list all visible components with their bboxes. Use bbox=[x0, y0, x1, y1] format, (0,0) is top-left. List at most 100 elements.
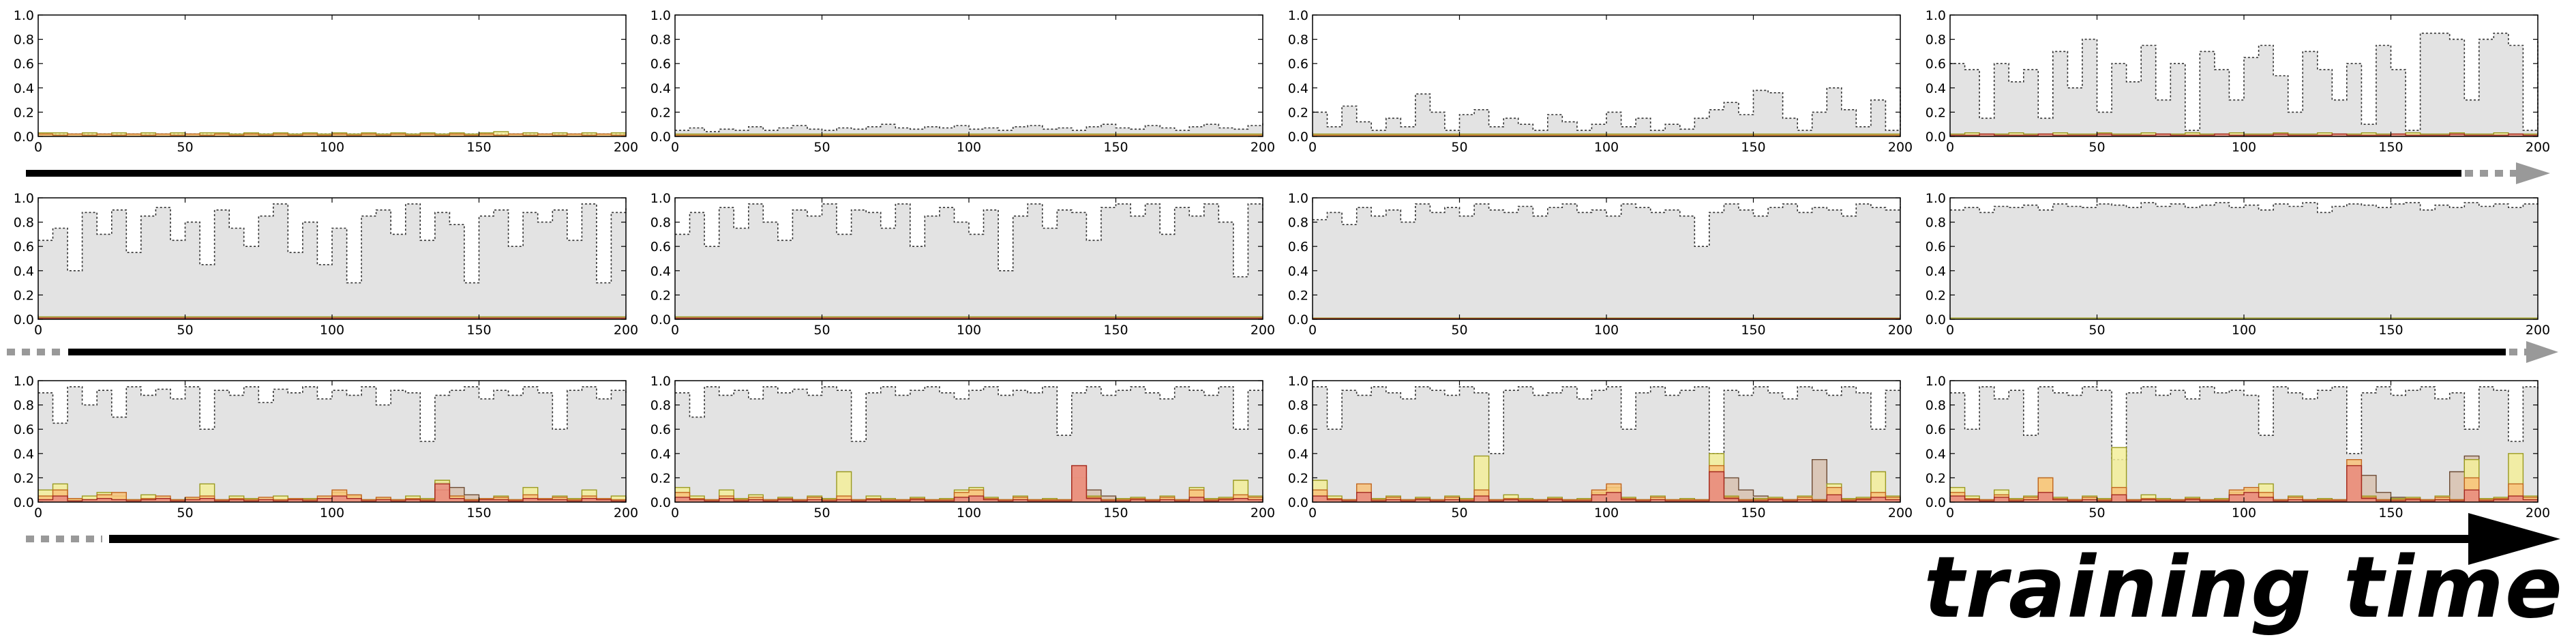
xtick-label: 100 bbox=[957, 506, 981, 521]
ytick-label: 0.8 bbox=[14, 216, 34, 231]
xtick-label: 0 bbox=[34, 140, 42, 155]
xtick-label: 200 bbox=[614, 140, 638, 155]
ytick-label: 0.2 bbox=[1288, 288, 1308, 303]
xtick-label: 150 bbox=[2378, 506, 2403, 521]
ytick-label: 0.6 bbox=[14, 422, 34, 437]
ytick-label: 1.0 bbox=[14, 374, 34, 389]
xtick-label: 100 bbox=[320, 323, 344, 338]
ytick-label: 0.2 bbox=[1926, 288, 1946, 303]
panel-2-3: 0.0 0.2 0.4 0.6 0.8 1.0 0 50 100 150 200 bbox=[1926, 374, 2550, 521]
xtick-label: 50 bbox=[177, 323, 193, 338]
panel-1-1: 0.0 0.2 0.4 0.6 0.8 1.0 0 50 100 150 200 bbox=[650, 191, 1275, 338]
ytick-label: 0.6 bbox=[14, 239, 34, 254]
series-orange-line bbox=[1313, 465, 1901, 501]
ytick-label: 0.8 bbox=[650, 33, 671, 48]
xtick-label: 0 bbox=[1308, 323, 1317, 338]
panel-1-0: 0.0 0.2 0.4 0.6 0.8 1.0 0 50 100 150 200 bbox=[14, 191, 638, 338]
ytick-label: 0.2 bbox=[650, 288, 671, 303]
ytick-label: 0.6 bbox=[650, 422, 671, 437]
ytick-label: 0.0 bbox=[1288, 130, 1308, 145]
ytick-label: 0.4 bbox=[14, 81, 34, 96]
panel-0-3: 0.0 0.2 0.4 0.6 0.8 1.0 0 50 100 150 200 bbox=[1926, 8, 2550, 155]
training-time-caption: training time bbox=[1923, 539, 2564, 637]
series-grey-line bbox=[38, 386, 627, 442]
arrow-row-1-head bbox=[2516, 162, 2550, 184]
xtick-label: 0 bbox=[34, 506, 42, 521]
training-time-arrows bbox=[7, 162, 2560, 565]
xtick-label: 200 bbox=[2526, 506, 2550, 521]
xtick-label: 0 bbox=[1946, 140, 1954, 155]
ytick-label: 0.6 bbox=[1288, 422, 1308, 437]
ytick-label: 0.8 bbox=[1288, 398, 1308, 413]
ytick-label: 0.4 bbox=[14, 264, 34, 279]
xtick-label: 50 bbox=[1451, 506, 1467, 521]
xtick-label: 100 bbox=[2232, 140, 2256, 155]
ytick-label: 0.0 bbox=[650, 495, 671, 510]
ytick-label: 0.4 bbox=[1288, 81, 1308, 96]
xtick-label: 0 bbox=[1308, 140, 1317, 155]
xtick-label: 50 bbox=[2088, 323, 2105, 338]
ytick-label: 0.6 bbox=[1926, 239, 1946, 254]
ytick-label: 0.6 bbox=[1926, 57, 1946, 72]
xtick-label: 200 bbox=[1888, 140, 1913, 155]
series-grey-line bbox=[1313, 203, 1901, 247]
ytick-label: 0.4 bbox=[1926, 81, 1946, 96]
series-grey-area bbox=[1950, 386, 2538, 502]
xtick-label: 200 bbox=[1888, 323, 1913, 338]
ytick-label: 1.0 bbox=[1926, 8, 1946, 23]
small-multiples-grid: 0.0 0.2 0.4 0.6 0.8 1.0 0 50 100 150 200 0.0 0.2 0.4 0… bbox=[14, 8, 2550, 521]
xtick-label: 0 bbox=[671, 140, 679, 155]
ytick-label: 0.6 bbox=[1926, 422, 1946, 437]
xtick-label: 0 bbox=[671, 506, 679, 521]
panel-0-2: 0.0 0.2 0.4 0.6 0.8 1.0 0 50 100 150 200 bbox=[1288, 8, 1913, 155]
ytick-label: 1.0 bbox=[14, 8, 34, 23]
ytick-label: 0.6 bbox=[1288, 239, 1308, 254]
xtick-label: 150 bbox=[2378, 323, 2403, 338]
ytick-label: 1.0 bbox=[650, 8, 671, 23]
ytick-label: 0.2 bbox=[14, 471, 34, 486]
xtick-label: 150 bbox=[466, 140, 491, 155]
xtick-label: 200 bbox=[1888, 506, 1913, 521]
xtick-label: 150 bbox=[1103, 323, 1128, 338]
ytick-label: 0.2 bbox=[650, 105, 671, 120]
ytick-label: 0.8 bbox=[14, 33, 34, 48]
xtick-label: 100 bbox=[957, 323, 981, 338]
ytick-label: 0.2 bbox=[650, 471, 671, 486]
ytick-label: 0.0 bbox=[1288, 495, 1308, 510]
series-grey-area bbox=[1313, 386, 1900, 502]
xtick-label: 0 bbox=[1946, 323, 1954, 338]
xtick-label: 150 bbox=[1103, 506, 1128, 521]
xtick-label: 50 bbox=[2088, 506, 2105, 521]
series-grey-line bbox=[675, 123, 1263, 132]
ytick-label: 0.0 bbox=[1926, 495, 1946, 510]
plot-area bbox=[675, 15, 1263, 136]
ytick-label: 1.0 bbox=[1288, 8, 1308, 23]
ytick-label: 0.4 bbox=[14, 447, 34, 462]
series-orange-line bbox=[675, 465, 1263, 501]
xtick-label: 100 bbox=[320, 506, 344, 521]
ytick-label: 0.6 bbox=[650, 57, 671, 72]
xtick-label: 200 bbox=[614, 323, 638, 338]
ytick-label: 0.6 bbox=[14, 57, 34, 72]
xtick-label: 200 bbox=[1250, 323, 1275, 338]
xtick-label: 0 bbox=[1946, 506, 1954, 521]
ytick-label: 0.8 bbox=[1926, 398, 1946, 413]
series-grey-line bbox=[675, 386, 1263, 442]
ytick-label: 0.0 bbox=[14, 312, 34, 327]
xtick-label: 50 bbox=[177, 506, 193, 521]
xtick-label: 100 bbox=[320, 140, 344, 155]
xtick-label: 100 bbox=[957, 140, 981, 155]
series-red-line bbox=[675, 465, 1263, 501]
arrow-row-2-head bbox=[2526, 341, 2558, 363]
xtick-label: 200 bbox=[1250, 506, 1275, 521]
ytick-label: 0.6 bbox=[650, 239, 671, 254]
panel-1-2: 0.0 0.2 0.4 0.6 0.8 1.0 0 50 100 150 200 bbox=[1288, 191, 1913, 338]
series-red-line bbox=[1950, 465, 2538, 501]
xtick-label: 150 bbox=[2378, 140, 2403, 155]
series-red-line bbox=[1313, 471, 1901, 501]
ytick-label: 0.0 bbox=[650, 312, 671, 327]
xtick-label: 50 bbox=[813, 506, 830, 521]
panel-2-2: 0.0 0.2 0.4 0.6 0.8 1.0 0 50 100 150 200 bbox=[1288, 374, 1913, 521]
panel-2-0: 0.0 0.2 0.4 0.6 0.8 1.0 0 50 100 150 200 bbox=[14, 374, 638, 521]
